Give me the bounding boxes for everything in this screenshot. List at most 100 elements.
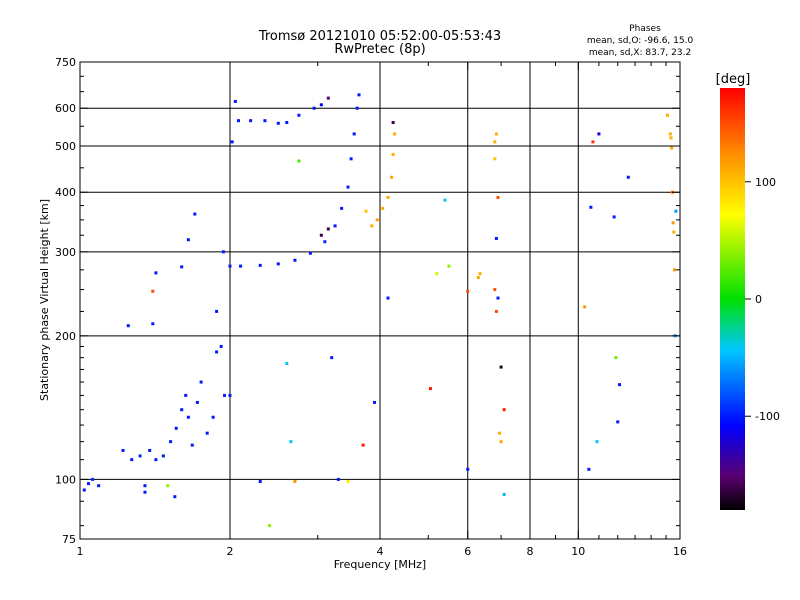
data-point <box>186 415 190 419</box>
data-points <box>82 93 678 528</box>
data-point <box>215 350 219 354</box>
data-point <box>381 206 385 210</box>
data-point <box>612 215 616 219</box>
data-point <box>154 271 158 275</box>
data-point <box>285 361 289 365</box>
data-point <box>233 99 237 103</box>
data-point <box>230 140 234 144</box>
data-point <box>386 195 390 199</box>
data-point <box>239 264 243 268</box>
colorbar-tick-label: -100 <box>755 410 780 423</box>
data-point <box>502 408 506 412</box>
colorbar-label: [deg] <box>716 72 751 87</box>
data-point <box>82 488 86 492</box>
data-point <box>352 132 356 136</box>
data-point <box>169 440 173 444</box>
data-point <box>319 233 323 237</box>
colorbar-tick-label: 0 <box>755 293 762 306</box>
data-point <box>466 467 470 471</box>
data-point <box>393 132 397 136</box>
data-point <box>289 440 293 444</box>
data-point <box>190 443 194 447</box>
chart-title: Tromsø 20121010 05:52:00-05:53:43 <box>258 29 501 44</box>
phase-stats-heading: Phases <box>629 24 661 34</box>
data-point <box>258 263 262 267</box>
data-point <box>326 227 330 231</box>
phase-stats-o: mean, sd,O: -96.6, 15.0 <box>587 36 694 46</box>
data-point <box>211 415 215 419</box>
y-tick-label: 750 <box>55 56 76 69</box>
data-point <box>161 454 165 458</box>
data-point <box>228 264 232 268</box>
data-point <box>370 224 374 228</box>
data-point <box>583 305 587 309</box>
data-point <box>166 484 170 488</box>
data-point <box>357 93 361 97</box>
data-point <box>267 524 271 528</box>
data-point <box>312 106 316 110</box>
data-point <box>595 440 599 444</box>
data-point <box>435 272 439 276</box>
data-point <box>591 140 595 144</box>
data-point <box>375 218 379 222</box>
y-tick-label: 200 <box>55 330 76 343</box>
data-point <box>154 458 158 462</box>
data-point <box>174 426 178 430</box>
data-point <box>180 408 184 412</box>
data-point <box>466 289 470 293</box>
data-point <box>236 119 240 123</box>
data-point <box>138 454 142 458</box>
grid-lines <box>80 62 680 539</box>
data-point <box>494 132 498 136</box>
data-point <box>476 276 480 280</box>
data-point <box>184 393 188 397</box>
phase-stats-x: mean, sd,X: 83.7, 23.2 <box>589 48 691 58</box>
x-tick-label: 1 <box>77 545 84 558</box>
data-point <box>276 121 280 125</box>
data-point <box>173 495 177 499</box>
data-point <box>670 146 674 150</box>
data-point <box>502 492 506 496</box>
data-point <box>258 479 262 483</box>
data-point <box>443 198 447 202</box>
data-point <box>386 296 390 300</box>
data-point <box>121 448 125 452</box>
data-point <box>496 195 500 199</box>
data-point <box>205 431 209 435</box>
data-point <box>223 393 227 397</box>
data-point <box>626 175 630 179</box>
data-point <box>193 212 197 216</box>
data-point <box>390 175 394 179</box>
data-point <box>151 289 155 293</box>
data-point <box>86 482 90 486</box>
data-point <box>493 140 497 144</box>
data-point <box>143 490 147 494</box>
x-tick-label: 16 <box>673 545 687 558</box>
data-point <box>293 258 297 262</box>
data-point <box>186 238 190 242</box>
data-point <box>326 96 330 100</box>
y-tick-label: 400 <box>55 186 76 199</box>
x-tick-label: 10 <box>571 545 585 558</box>
data-point <box>319 103 323 107</box>
data-point <box>493 157 497 161</box>
data-point <box>293 479 297 483</box>
data-point <box>672 230 676 234</box>
data-point <box>668 132 672 136</box>
data-point <box>221 250 225 254</box>
y-tick-label: 300 <box>55 246 76 259</box>
data-point <box>126 324 130 328</box>
data-point <box>618 383 622 387</box>
y-axis-label: Stationary phase Virtual Height [km] <box>38 199 51 401</box>
data-point <box>361 443 365 447</box>
y-axis-ticks: 75 100 200 300 400 500 600 750 <box>55 56 680 546</box>
x-axis-label: Frequency [MHz] <box>334 558 426 571</box>
data-point <box>263 119 267 123</box>
data-point <box>199 380 203 384</box>
data-point <box>308 251 312 255</box>
chart-subtitle: RwPretec (8p) <box>334 42 425 57</box>
y-tick-label: 75 <box>62 533 76 546</box>
data-point <box>665 113 669 117</box>
data-point <box>346 185 350 189</box>
